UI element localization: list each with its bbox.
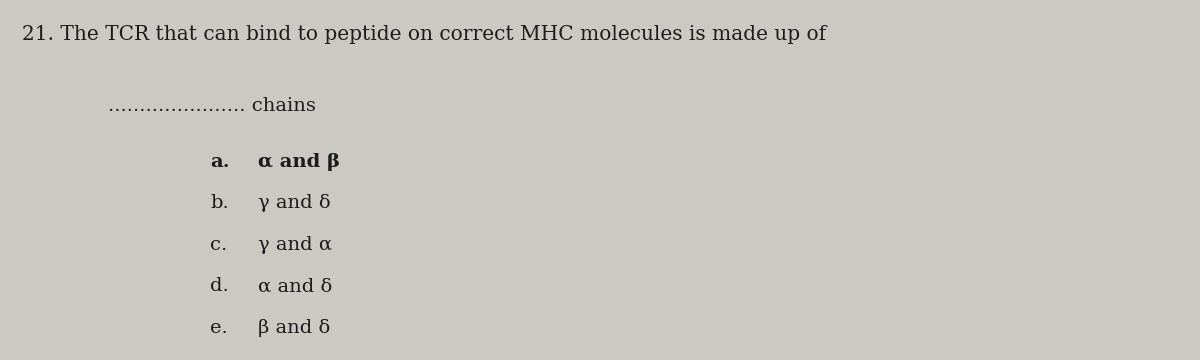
Text: ...................... chains: ...................... chains: [108, 97, 316, 115]
Text: β and δ: β and δ: [258, 319, 330, 337]
Text: 21. The TCR that can bind to peptide on correct MHC molecules is made up of: 21. The TCR that can bind to peptide on …: [22, 25, 826, 44]
Text: α and δ: α and δ: [258, 277, 332, 295]
Text: b.: b.: [210, 194, 229, 212]
Text: c.: c.: [210, 236, 227, 254]
Text: γ and α: γ and α: [258, 236, 332, 254]
Text: α and β: α and β: [258, 153, 340, 171]
Text: d.: d.: [210, 277, 229, 295]
Text: e.: e.: [210, 319, 228, 337]
Text: a.: a.: [210, 153, 229, 171]
Text: γ and δ: γ and δ: [258, 194, 331, 212]
